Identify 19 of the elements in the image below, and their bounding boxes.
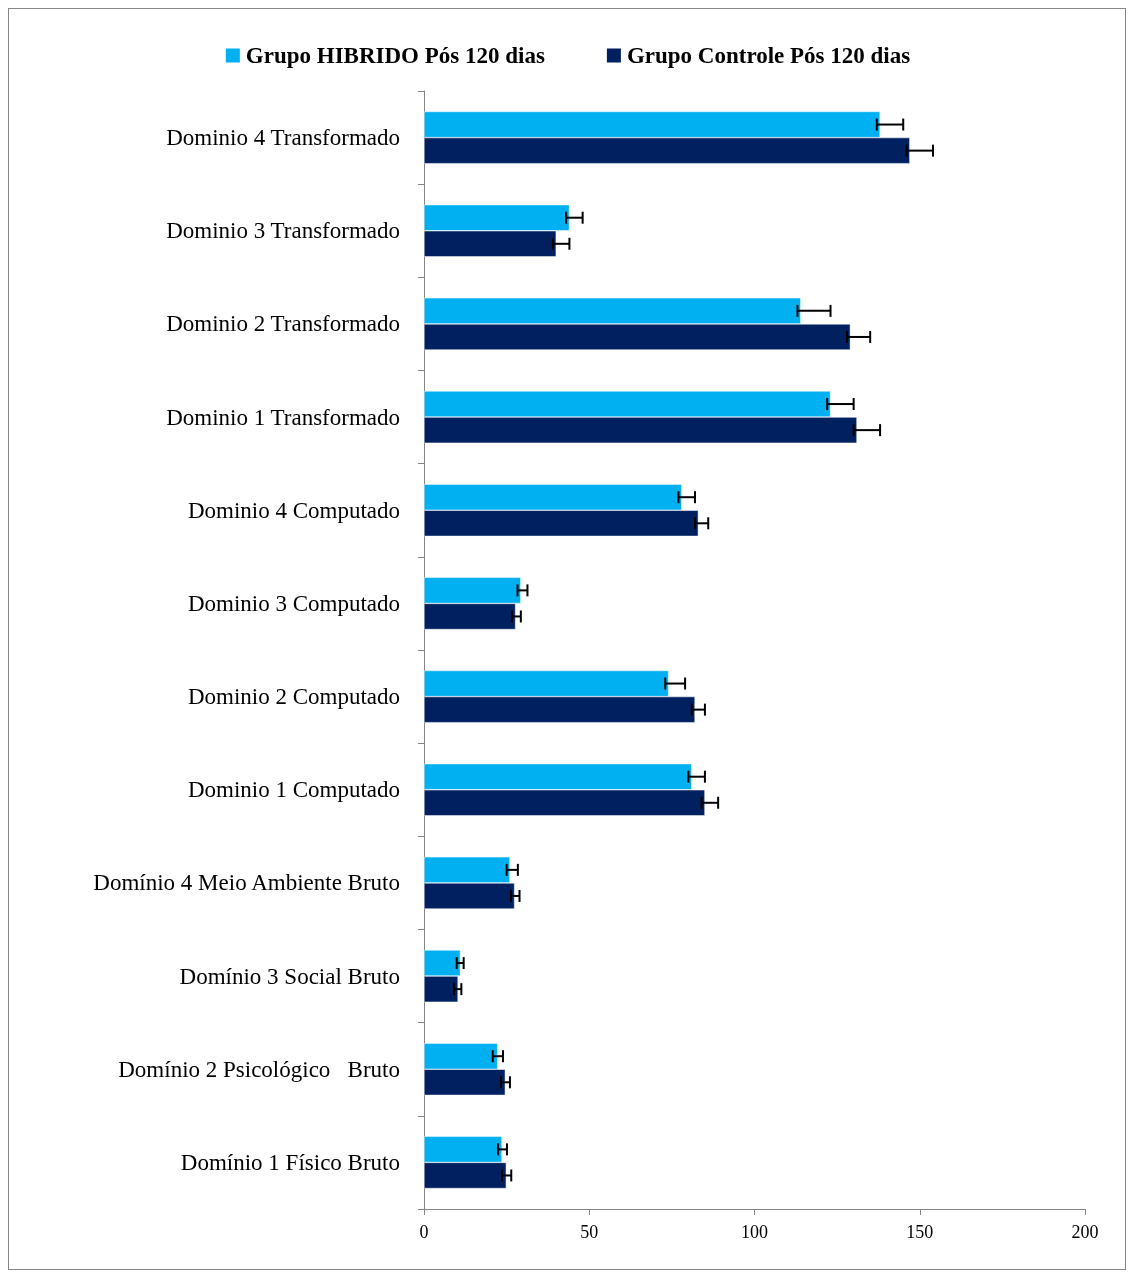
legend-label: Grupo HIBRIDO Pós 120 dias: [245, 43, 545, 68]
y-tick-label: Dominio 2 Transformado: [166, 311, 400, 337]
x-tick-label: 100: [741, 1222, 768, 1242]
y-tick-label: Dominio 3 Computado: [187, 590, 400, 616]
x-tick-label: 150: [906, 1222, 934, 1242]
y-tick-label: Dominio 3 Transformado: [166, 218, 400, 244]
y-tick-label: Dominio 4 Computado: [187, 497, 400, 523]
y-tick-label: Dominio 1 Transformado: [166, 404, 400, 430]
y-tick-label: Domínio 3 Social Bruto: [179, 963, 400, 989]
x-tick-label: 200: [1071, 1222, 1099, 1242]
y-tick-label: Domínio 2 Psicológico Bruto: [118, 1056, 400, 1082]
legend-label: Grupo Controle Pós 120 dias: [626, 43, 911, 68]
x-tick-label: 0: [419, 1222, 429, 1242]
y-tick-label: Dominio 1 Computado: [187, 777, 400, 803]
y-tick-label: Dominio 2 Computado: [187, 684, 400, 710]
x-tick-label: 50: [580, 1222, 599, 1242]
y-tick-label: Domínio 4 Meio Ambiente Bruto: [93, 870, 400, 896]
y-tick-label: Dominio 4 Transformado: [166, 125, 400, 151]
y-tick-label: Domínio 1 Físico Bruto: [180, 1149, 400, 1175]
